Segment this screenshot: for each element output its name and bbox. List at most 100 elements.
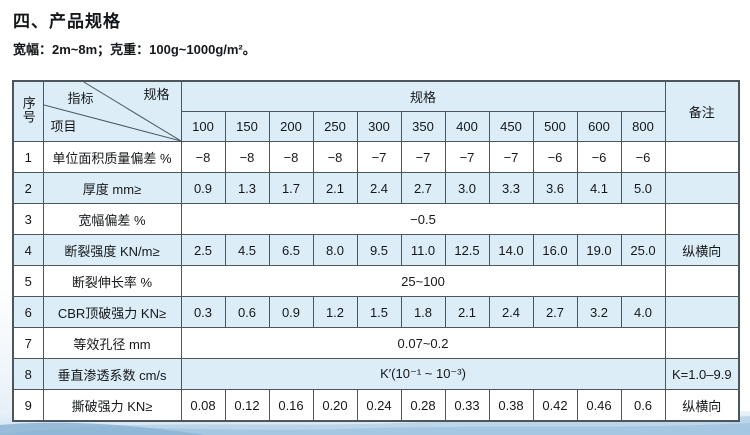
spec-value-cell: 1.8 [400, 296, 446, 328]
indicator-label-cell: 单位面积质量偏差 % [42, 141, 182, 173]
spec-value-cell: 16.0 [532, 234, 578, 266]
row-number-cell: 9 [12, 389, 44, 422]
spec-value-cell: 0.20 [312, 389, 358, 422]
spec-value-cell: 0.9 [268, 296, 314, 328]
page-subtitle: 宽幅：2m~8m；克重：100g~1000g/m²。 [13, 42, 256, 57]
remark-cell: 纵横向 [664, 234, 740, 266]
spec-value-cell: −6 [620, 141, 666, 173]
column-header-index: 序号 [12, 80, 44, 142]
remark-cell: K=1.0–9.9 [664, 358, 740, 390]
spec-value-cell: 2.1 [312, 172, 358, 204]
spec-value-cell: 5.0 [620, 172, 666, 204]
spec-value-cell: 2.7 [400, 172, 446, 204]
spec-value-cell: 25.0 [620, 234, 666, 266]
spec-column-header: 450 [488, 111, 534, 142]
spec-column-header: 100 [180, 111, 226, 142]
row-number-cell: 7 [12, 327, 44, 359]
remark-cell [664, 172, 740, 204]
row-number-cell: 4 [12, 234, 44, 266]
indicator-label-cell: 等效孔径 mm [42, 327, 182, 359]
row-number-cell: 5 [12, 265, 44, 297]
spec-value-cell: 0.6 [224, 296, 270, 328]
indicator-label-cell: 撕破强力 KN≥ [42, 389, 182, 422]
spec-value-cell: 0.28 [400, 389, 446, 422]
spec-value-cell: −8 [224, 141, 270, 173]
remark-cell [664, 141, 740, 173]
spec-value-cell: 19.0 [576, 234, 622, 266]
spec-column-header: 600 [576, 111, 622, 142]
spec-value-cell: 0.33 [444, 389, 490, 422]
table-row: 3 宽幅偏差 % −0.5 [12, 203, 740, 235]
spec-value-cell: 1.3 [224, 172, 270, 204]
index-header-label: 序号 [20, 96, 36, 124]
spec-value-cell: 14.0 [488, 234, 534, 266]
spec-column-header: 400 [444, 111, 490, 142]
header-row-spec-values: 100 150 200 250 300 350 400 450 500 600 800 [13, 111, 739, 142]
spec-value-cell: −7 [444, 141, 490, 173]
spec-value-cell: −6 [532, 141, 578, 173]
spec-value-cell: 2.7 [532, 296, 578, 328]
spec-value-cell: 4.5 [224, 234, 270, 266]
column-header-spec-group: 规格 [180, 80, 666, 112]
indicator-label-cell: 厚度 mm≥ [42, 172, 182, 204]
spec-value-cell: −6 [576, 141, 622, 173]
spec-value-cell: 0.38 [488, 389, 534, 422]
spec-value-cell: 3.0 [444, 172, 490, 204]
spec-value-cell: 0.3 [180, 296, 226, 328]
diagonal-label-spec: 规格 [143, 87, 170, 102]
table-row: 8 垂直渗透系数 cm/s K′(10⁻¹ ~ 10⁻³) K=1.0–9.9 [12, 358, 740, 390]
spec-value-cell: 2.4 [356, 172, 402, 204]
table-row: 4 断裂强度 KN/m≥ 2.5 4.5 6.5 8.0 9.5 11.0 12.5 14.0 16… [12, 234, 740, 266]
spec-column-header: 350 [400, 111, 446, 142]
table-row: 9 撕破强力 KN≥ 0.08 0.12 0.16 0.20 0.24 0.28 0.33 0.3… [12, 389, 740, 422]
spec-value-cell: 4.1 [576, 172, 622, 204]
row-number-cell: 1 [12, 141, 44, 173]
spec-column-header: 200 [268, 111, 314, 142]
remark-cell [664, 296, 740, 328]
table-row: 5 断裂伸长率 % 25~100 [12, 265, 740, 297]
spec-value-cell: 0.16 [268, 389, 314, 422]
header-row-top: 序号 规格 指标 项目 规格 备注 [12, 80, 740, 142]
spec-value-cell: −8 [312, 141, 358, 173]
spec-value-cell: 1.5 [356, 296, 402, 328]
merged-value-cell: 0.07~0.2 [180, 327, 666, 359]
indicator-label-cell: 断裂强度 KN/m≥ [42, 234, 182, 266]
remark-cell: 纵横向 [664, 389, 740, 422]
spec-column-header: 150 [224, 111, 270, 142]
spec-value-cell: 0.12 [224, 389, 270, 422]
spec-value-cell: 3.2 [576, 296, 622, 328]
spec-value-cell: 9.5 [356, 234, 402, 266]
spec-value-cell: 1.2 [312, 296, 358, 328]
spec-value-cell: −7 [400, 141, 446, 173]
spec-value-cell: 4.0 [620, 296, 666, 328]
spec-column-header: 250 [312, 111, 358, 142]
spec-value-cell: 12.5 [444, 234, 490, 266]
table-row: 6 CBR顶破强力 KN≥ 0.3 0.6 0.9 1.2 1.5 1.8 2.1 2.4 2.7 3… [12, 296, 740, 328]
row-number-cell: 6 [12, 296, 44, 328]
spec-value-cell: 3.3 [488, 172, 534, 204]
merged-value-cell: K′(10⁻¹ ~ 10⁻³) [180, 358, 666, 390]
column-header-remark: 备注 [664, 80, 740, 142]
spec-column-header: 500 [532, 111, 578, 142]
spec-column-header: 300 [356, 111, 402, 142]
spec-value-cell: 8.0 [312, 234, 358, 266]
table-row: 2 厚度 mm≥ 0.9 1.3 1.7 2.1 2.4 2.7 3.0 3.3 3.6 4.1 5.0 [12, 172, 740, 204]
row-number-cell: 2 [12, 172, 44, 204]
spec-value-cell: 2.4 [488, 296, 534, 328]
spec-value-cell: 1.7 [268, 172, 314, 204]
table-row: 7 等效孔径 mm 0.07~0.2 [12, 327, 740, 359]
spec-value-cell: 0.42 [532, 389, 578, 422]
merged-value-cell: −0.5 [180, 203, 666, 235]
spec-value-cell: −8 [268, 141, 314, 173]
spec-value-cell: −7 [356, 141, 402, 173]
indicator-label-cell: 垂直渗透系数 cm/s [42, 358, 182, 390]
spec-value-cell: 0.24 [356, 389, 402, 422]
spec-value-cell: 3.6 [532, 172, 578, 204]
spec-value-cell: 0.46 [576, 389, 622, 422]
remark-cell [664, 203, 740, 235]
remark-cell [664, 265, 740, 297]
indicator-label-cell: CBR顶破强力 KN≥ [42, 296, 182, 328]
product-spec-table: 序号 规格 指标 项目 规格 备注 100 150 200 250 300 350 400 4… [12, 80, 741, 422]
remark-cell [664, 327, 740, 359]
